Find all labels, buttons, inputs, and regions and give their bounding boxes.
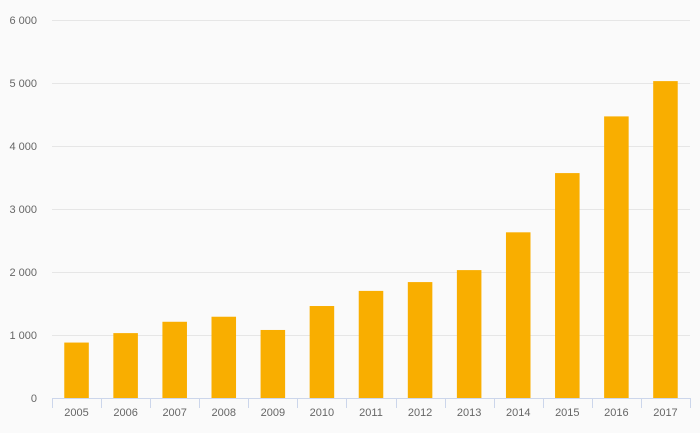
grid-lines bbox=[52, 20, 690, 336]
x-tick-label: 2006 bbox=[113, 407, 137, 419]
bar-2010 bbox=[309, 306, 335, 398]
bar-2006 bbox=[113, 333, 138, 398]
bar-2016 bbox=[604, 116, 629, 398]
y-tick-label: 6 000 bbox=[9, 15, 37, 27]
x-tick-label: 2009 bbox=[261, 407, 285, 419]
x-tick-label: 2017 bbox=[653, 407, 677, 419]
y-axis-ticks: 0 1 000 2 000 3 000 4 000 5 000 6 000 bbox=[9, 15, 37, 405]
x-tick-label: 2008 bbox=[212, 407, 236, 419]
x-tick-label: 2012 bbox=[408, 407, 432, 419]
x-axis bbox=[52, 398, 691, 408]
bar-2005 bbox=[64, 342, 89, 398]
y-tick-label: 3 000 bbox=[9, 204, 37, 216]
bar-2007 bbox=[162, 321, 187, 398]
bar-2011 bbox=[358, 290, 384, 398]
bar-2015 bbox=[555, 173, 580, 398]
bar-2017 bbox=[653, 81, 678, 399]
x-tick-label: 2011 bbox=[359, 407, 383, 419]
x-tick-label: 2007 bbox=[162, 407, 186, 419]
y-tick-label: 4 000 bbox=[9, 141, 37, 153]
x-tick-label: 2015 bbox=[555, 407, 579, 419]
bar-2013 bbox=[456, 270, 482, 398]
x-axis-ticks: 2005 2006 2007 2008 2009 2010 2011 2012 2013 2014… bbox=[64, 407, 677, 419]
bar-2012 bbox=[407, 282, 433, 398]
bar-2014 bbox=[505, 232, 531, 398]
bar-2009 bbox=[260, 329, 286, 398]
y-tick-label: 1 000 bbox=[9, 330, 37, 342]
x-tick-label: 2014 bbox=[506, 407, 530, 419]
y-tick-label: 2 000 bbox=[9, 267, 37, 279]
bars bbox=[64, 81, 678, 399]
x-tick-label: 2005 bbox=[64, 407, 88, 419]
x-tick-label: 2010 bbox=[310, 407, 334, 419]
y-tick-label: 5 000 bbox=[9, 78, 37, 90]
y-tick-label: 0 bbox=[31, 393, 37, 405]
x-tick-label: 2013 bbox=[457, 407, 481, 419]
x-tick-label: 2016 bbox=[604, 407, 628, 419]
bar-2008 bbox=[211, 316, 237, 398]
